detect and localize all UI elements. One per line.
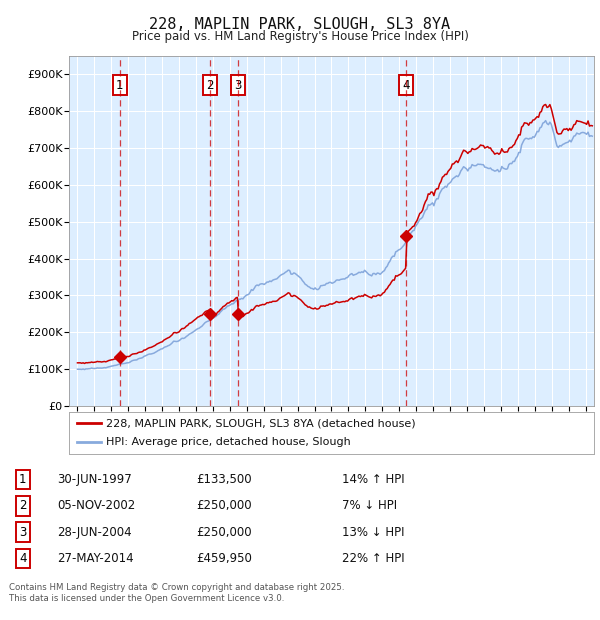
Text: HPI: Average price, detached house, Slough: HPI: Average price, detached house, Slou…: [106, 438, 350, 448]
Text: 28-JUN-2004: 28-JUN-2004: [57, 526, 131, 539]
Text: 3: 3: [19, 526, 26, 539]
Text: 1: 1: [19, 473, 26, 486]
Text: £459,950: £459,950: [196, 552, 252, 565]
Text: £250,000: £250,000: [196, 499, 252, 512]
Text: Contains HM Land Registry data © Crown copyright and database right 2025.: Contains HM Land Registry data © Crown c…: [9, 583, 344, 592]
Text: 1: 1: [116, 79, 124, 92]
Text: 13% ↓ HPI: 13% ↓ HPI: [342, 526, 404, 539]
Text: 4: 4: [403, 79, 410, 92]
Text: 27-MAY-2014: 27-MAY-2014: [57, 552, 134, 565]
Text: 228, MAPLIN PARK, SLOUGH, SL3 8YA (detached house): 228, MAPLIN PARK, SLOUGH, SL3 8YA (detac…: [106, 418, 415, 428]
Text: 3: 3: [235, 79, 242, 92]
Text: 7% ↓ HPI: 7% ↓ HPI: [342, 499, 397, 512]
Text: £250,000: £250,000: [196, 526, 252, 539]
Text: This data is licensed under the Open Government Licence v3.0.: This data is licensed under the Open Gov…: [9, 595, 284, 603]
Text: 22% ↑ HPI: 22% ↑ HPI: [342, 552, 404, 565]
Text: 14% ↑ HPI: 14% ↑ HPI: [342, 473, 404, 486]
Text: Price paid vs. HM Land Registry's House Price Index (HPI): Price paid vs. HM Land Registry's House …: [131, 30, 469, 43]
Text: 05-NOV-2002: 05-NOV-2002: [57, 499, 135, 512]
Text: £133,500: £133,500: [196, 473, 252, 486]
Text: 2: 2: [206, 79, 214, 92]
Text: 4: 4: [19, 552, 26, 565]
Text: 30-JUN-1997: 30-JUN-1997: [57, 473, 132, 486]
Text: 2: 2: [19, 499, 26, 512]
Text: 228, MAPLIN PARK, SLOUGH, SL3 8YA: 228, MAPLIN PARK, SLOUGH, SL3 8YA: [149, 17, 451, 32]
